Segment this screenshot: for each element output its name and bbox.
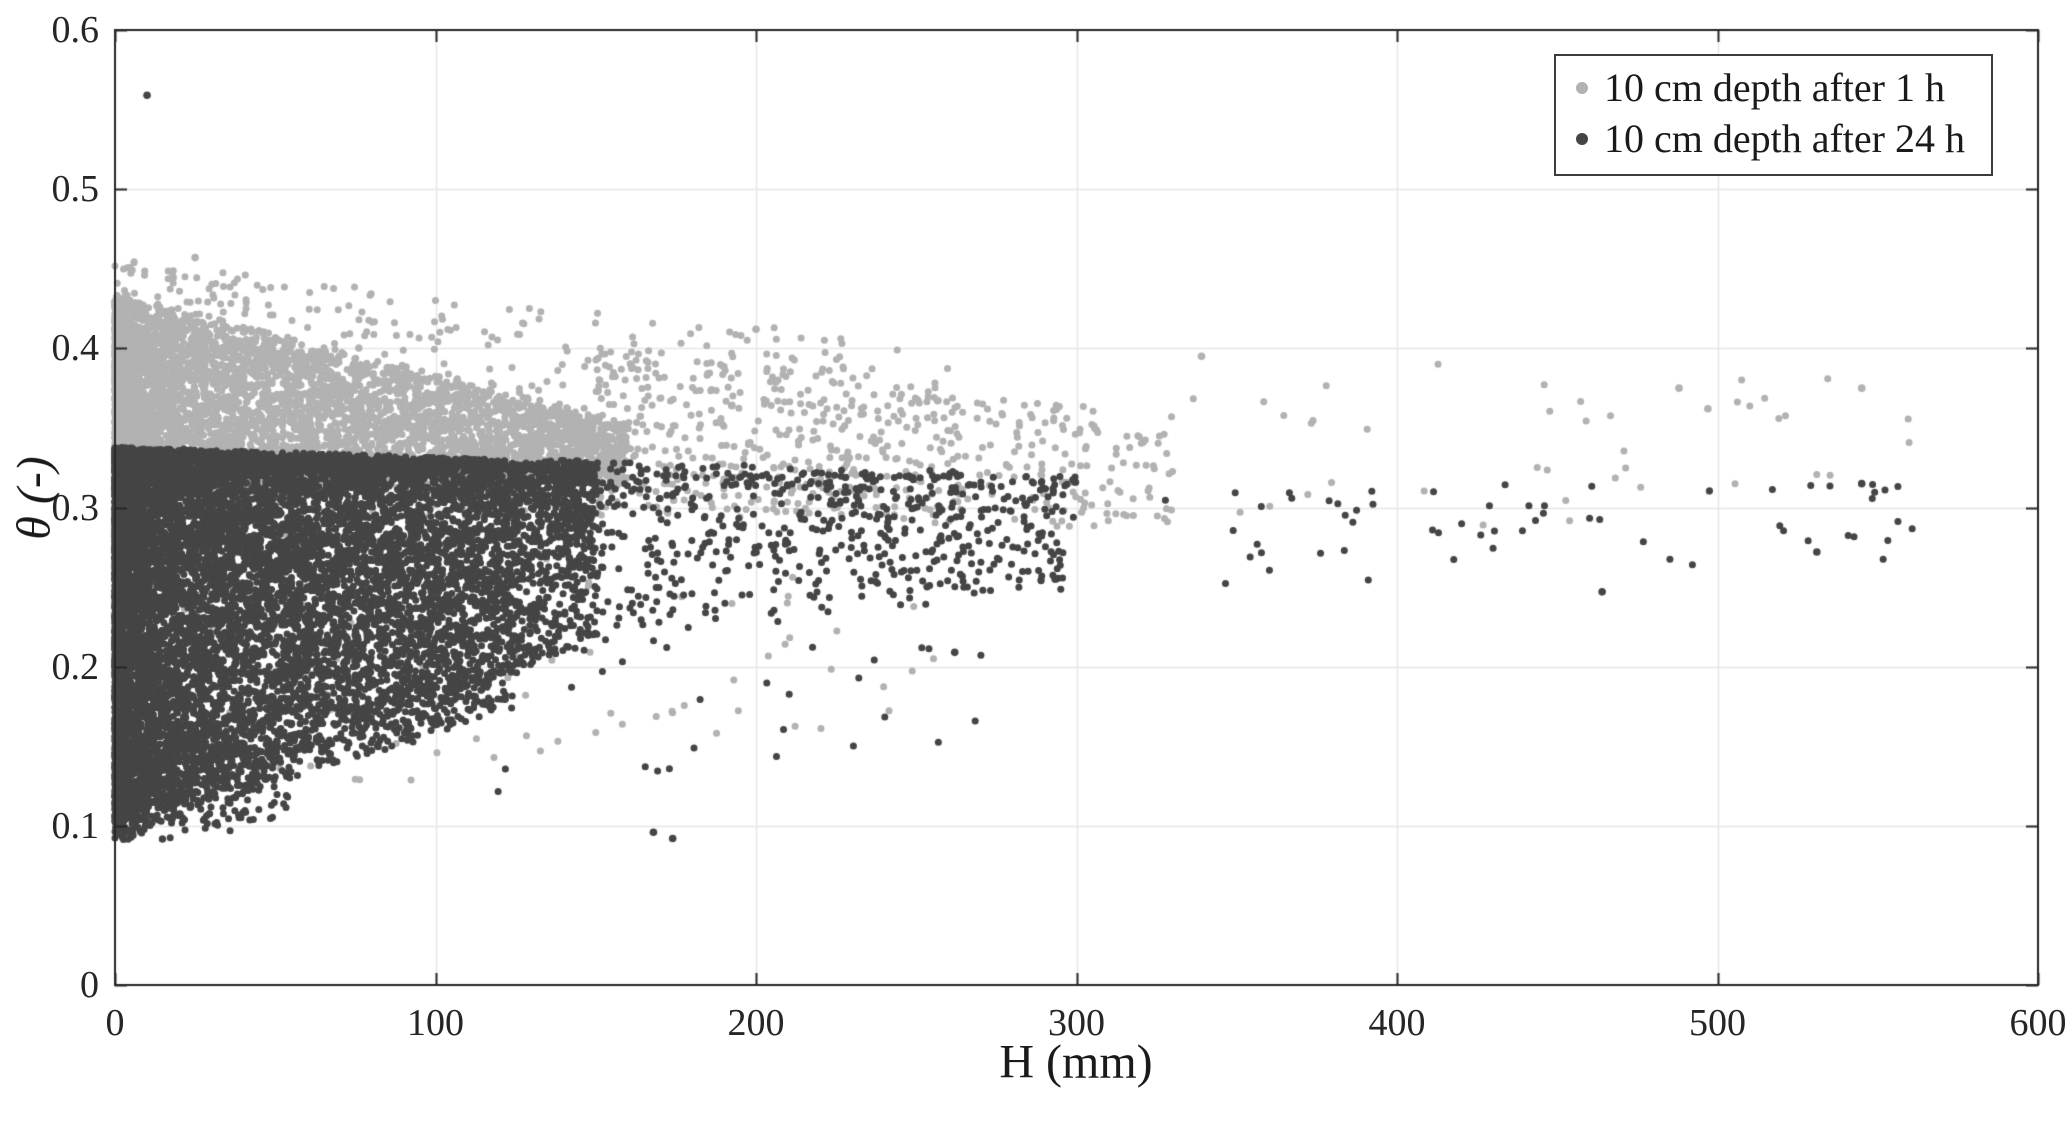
x-tick-label: 300 [1048, 1002, 1105, 1044]
y-tick-label: 0.1 [51, 804, 100, 847]
legend-marker-1h-icon [1576, 81, 1588, 94]
x-tick-label: 0 [105, 1002, 125, 1044]
legend-label-24h: 10 cm depth after 24 h [1604, 116, 1965, 161]
y-axis-label: θ (-) [7, 456, 61, 540]
y-tick-label: 0.3 [51, 486, 100, 529]
legend-marker-24h-icon [1576, 132, 1588, 145]
y-tick-label: 0.4 [51, 327, 100, 370]
y-tick-label: 0 [80, 964, 99, 1006]
x-tick-label: 500 [1689, 1002, 1746, 1044]
legend-entry-24h: 10 cm depth after 24 h [1576, 115, 1965, 162]
x-tick-label: 200 [727, 1002, 785, 1044]
y-tick-label: 0.5 [51, 168, 100, 211]
x-tick-label: 600 [2009, 1002, 2067, 1044]
y-tick-label: 0.2 [51, 645, 100, 688]
y-tick-label: 0.6 [51, 9, 100, 51]
legend-entry-1h: 10 cm depth after 1 h [1576, 64, 1965, 111]
x-axis-label: H (mm) [999, 1035, 1153, 1089]
x-tick-label: 400 [1368, 1002, 1426, 1044]
legend-label-1h: 10 cm depth after 1 h [1604, 65, 1945, 110]
legend: 10 cm depth after 1 h 10 cm depth after … [1554, 54, 1993, 176]
x-tick-label: 100 [407, 1002, 464, 1044]
